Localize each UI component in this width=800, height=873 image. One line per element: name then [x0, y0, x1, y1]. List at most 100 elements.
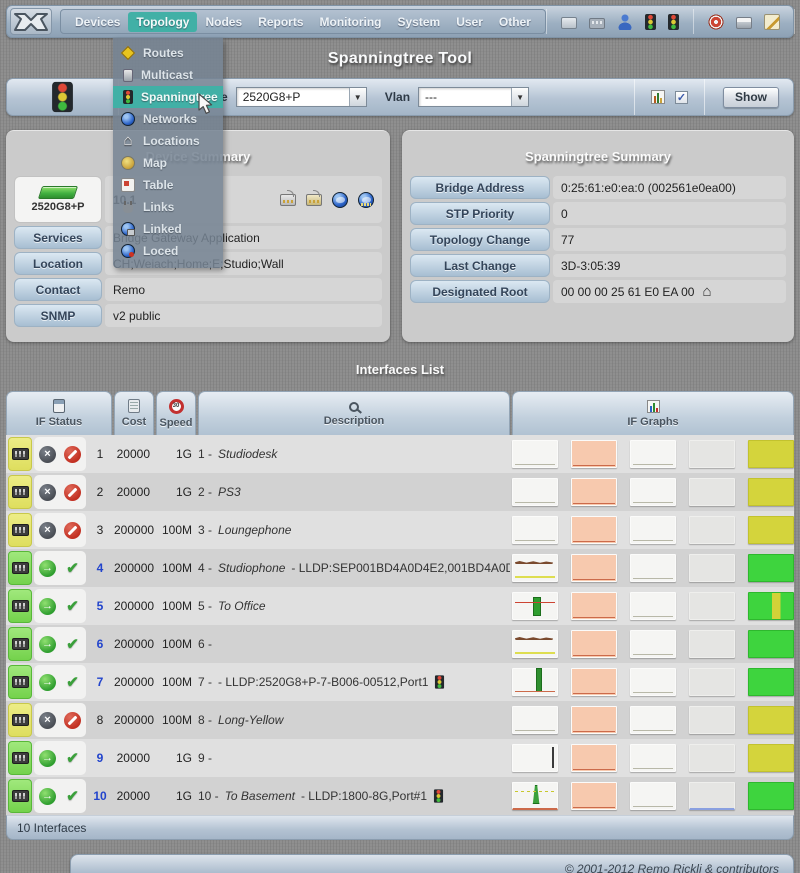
if-graph-2[interactable]	[571, 554, 617, 582]
admin-zone[interactable]: admin	[793, 9, 800, 34]
if-graph-4[interactable]	[689, 516, 735, 544]
menu-item-locations[interactable]: Locations	[113, 130, 223, 152]
if-graph-3[interactable]	[630, 706, 676, 734]
if-graph-2[interactable]	[571, 744, 617, 772]
if-graph-3[interactable]	[630, 592, 676, 620]
col-if-status: IF Status	[6, 391, 112, 435]
vlan-select[interactable]: --- ▼	[418, 87, 530, 107]
if-graph-2[interactable]	[571, 706, 617, 734]
graph-checkbox[interactable]: ✓	[675, 90, 688, 104]
if-graph-2[interactable]	[571, 516, 617, 544]
menu-item-linked[interactable]: Linked	[113, 218, 223, 240]
if-graph-3[interactable]	[630, 554, 676, 582]
help-icon[interactable]	[707, 13, 724, 30]
if-graph-4[interactable]	[689, 630, 735, 658]
if-graph-4[interactable]	[689, 478, 735, 506]
if-graph-4[interactable]	[689, 440, 735, 468]
if-graph-3[interactable]	[630, 478, 676, 506]
show-button[interactable]: Show	[723, 86, 779, 108]
modem-icon[interactable]	[306, 189, 322, 206]
menu-other[interactable]: Other	[498, 14, 531, 29]
menu-item-table[interactable]: Table	[113, 174, 223, 196]
if-graph-4[interactable]	[689, 554, 735, 582]
if-graph-1[interactable]	[512, 592, 558, 620]
menu-system[interactable]: System	[397, 14, 441, 29]
menu-item-loced[interactable]: Loced	[113, 240, 223, 262]
wireless-device-icon[interactable]	[280, 189, 296, 206]
if-graph-3[interactable]	[630, 440, 676, 468]
if-number-link[interactable]: 5	[96, 599, 104, 613]
device-id-cell[interactable]: 2520G8+P	[14, 176, 102, 223]
if-graph-5[interactable]	[748, 782, 794, 810]
if-graph-4[interactable]	[689, 744, 735, 772]
if-graph-3[interactable]	[630, 630, 676, 658]
if-graph-2[interactable]	[571, 478, 617, 506]
if-graph-5[interactable]	[748, 440, 794, 468]
if-graph-5[interactable]	[748, 516, 794, 544]
if-graph-3[interactable]	[630, 516, 676, 544]
menu-item-multicast[interactable]: Multicast	[113, 64, 223, 86]
if-graph-1[interactable]	[512, 478, 558, 506]
if-number-link[interactable]: 10	[93, 789, 107, 803]
if-graph-4[interactable]	[689, 668, 735, 696]
menu-item-map[interactable]: Map	[113, 152, 223, 174]
if-graph-5[interactable]	[748, 478, 794, 506]
if-graph-5[interactable]	[748, 592, 794, 620]
if-graph-1[interactable]	[512, 706, 558, 734]
if-graph-3[interactable]	[630, 744, 676, 772]
if-graph-2[interactable]	[571, 668, 617, 696]
menu-monitoring[interactable]: Monitoring	[319, 14, 382, 29]
stp-neighbor-icon[interactable]	[433, 789, 444, 803]
menu-nodes[interactable]: Nodes	[205, 14, 243, 29]
if-graph-3[interactable]	[630, 668, 676, 696]
print-icon[interactable]	[735, 16, 752, 29]
menu-item-label: Table	[143, 178, 174, 192]
if-graph-4[interactable]	[689, 782, 735, 810]
if-graph-4[interactable]	[689, 706, 735, 734]
device-select[interactable]: 2520G8+P ▼	[235, 87, 367, 107]
user-icon[interactable]	[616, 13, 633, 30]
menu-user[interactable]: User	[456, 14, 483, 29]
if-graph-5[interactable]	[748, 554, 794, 582]
traffic-light-icon[interactable]	[667, 13, 679, 30]
menu-topology[interactable]: Topology	[128, 11, 198, 32]
if-graph-1[interactable]	[512, 516, 558, 544]
web-browser-icon[interactable]	[358, 191, 374, 208]
if-graph-5[interactable]	[748, 668, 794, 696]
col-label: Cost	[121, 416, 147, 428]
if-forwarding-icon: ✔	[66, 750, 79, 767]
if-number-link[interactable]: 4	[96, 561, 104, 575]
menu-item-links[interactable]: Links	[113, 196, 223, 218]
if-graph-2[interactable]	[571, 782, 617, 810]
if-graph-5[interactable]	[748, 630, 794, 658]
if-graph-1[interactable]	[512, 630, 558, 658]
menu-item-routes[interactable]: Routes	[113, 42, 223, 64]
if-graph-3[interactable]	[630, 782, 676, 810]
menu-reports[interactable]: Reports	[258, 14, 304, 29]
stp-summary-label: Designated Root	[410, 280, 550, 303]
if-number-link[interactable]: 6	[96, 637, 104, 651]
menu-item-networks[interactable]: Networks	[113, 108, 223, 130]
if-graph-4[interactable]	[689, 592, 735, 620]
traffic-light-icon[interactable]	[644, 13, 656, 30]
if-graph-2[interactable]	[571, 630, 617, 658]
if-status-icon	[53, 399, 65, 413]
if-graph-1[interactable]	[512, 782, 558, 810]
if-graph-5[interactable]	[748, 744, 794, 772]
if-graph-5[interactable]	[748, 706, 794, 734]
globe-icon[interactable]	[332, 191, 348, 208]
if-number-link[interactable]: 7	[96, 675, 104, 689]
menu-devices[interactable]: Devices	[75, 14, 121, 29]
console-icon[interactable]	[588, 17, 605, 29]
if-graph-1[interactable]	[512, 744, 558, 772]
if-graph-2[interactable]	[571, 592, 617, 620]
if-graph-1[interactable]	[512, 554, 558, 582]
if-graph-1[interactable]	[512, 440, 558, 468]
if-graph-1[interactable]	[512, 668, 558, 696]
if-number-link[interactable]: 9	[96, 751, 104, 765]
monitor-icon[interactable]	[560, 16, 577, 29]
if-graph-2[interactable]	[571, 440, 617, 468]
app-logo[interactable]	[10, 8, 52, 35]
edit-icon[interactable]	[763, 13, 780, 30]
stp-neighbor-icon[interactable]	[435, 675, 445, 689]
